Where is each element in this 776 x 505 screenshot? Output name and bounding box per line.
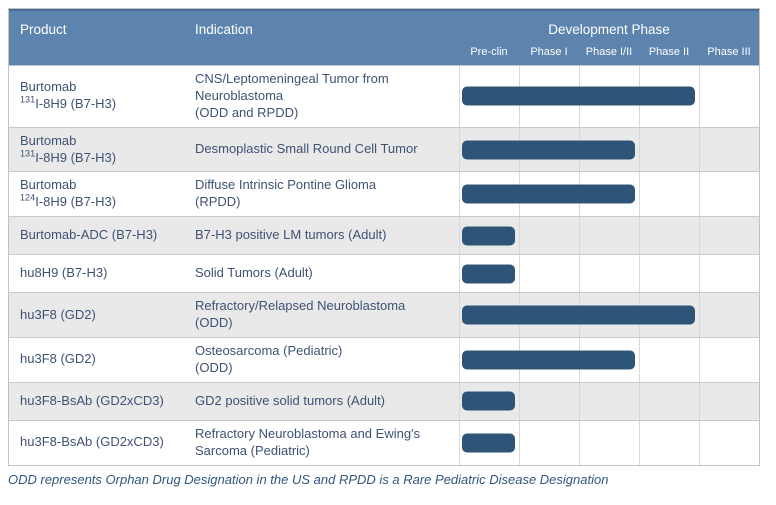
- phase-subheader: Phase III: [707, 46, 751, 58]
- product-cell: Burtomab 124I-8H9 (B7-H3): [20, 177, 117, 210]
- phase-cell-phase-iii: [699, 338, 759, 382]
- phase-cell-phase-iii: [699, 127, 759, 172]
- phase-cell-phase-i: [519, 255, 579, 293]
- pipeline-row: Burtomab 124I-8H9 (B7-H3) Diffuse Intrinsi…: [9, 172, 759, 218]
- phase-cell-phase-iii: [699, 172, 759, 217]
- development-phase-title: Development Phase: [548, 22, 670, 37]
- indication-cell: Desmoplastic Small Round Cell Tumor: [195, 141, 418, 157]
- pipeline-row: hu8H9 (B7-H3) Solid Tumors (Adult): [9, 255, 759, 294]
- phase-cell-phase-i: [519, 382, 579, 420]
- pipeline-row: hu3F8 (GD2) Refractory/Relapsed Neuroblas…: [9, 293, 759, 339]
- phase-subheaders: Pre-clin Phase I Phase I/II Phase II Phase I…: [459, 37, 759, 65]
- pipeline-row: Burtomab-ADC (B7-H3) B7-H3 positive LM tu…: [9, 217, 759, 256]
- phase-cell-phase-iii: [699, 255, 759, 293]
- product-cell: hu3F8 (GD2): [20, 306, 96, 322]
- phase-cell-phase-i: [519, 420, 579, 465]
- pipeline-row: hu3F8-BsAb (GD2xCD3) Refractory Neuroblas…: [9, 420, 759, 465]
- table-header: Product Indication Development Phase Pre…: [9, 9, 759, 66]
- phase-progress-bar: [462, 264, 515, 284]
- pipeline-row: hu3F8-BsAb (GD2xCD3) GD2 positive solid t…: [9, 382, 759, 421]
- phase-cell-phase-iii: [699, 382, 759, 420]
- indication-cell: GD2 positive solid tumors (Adult): [195, 392, 386, 408]
- phase-cell-phase-ii: [639, 420, 699, 465]
- phase-cell-phase-ii: [639, 338, 699, 382]
- phase-cell-pre-clin: [459, 172, 519, 217]
- development-phase-header-group: Development Phase Pre-clin Phase I Phase I…: [459, 11, 759, 65]
- phase-cell-phase-i-ii: [579, 217, 639, 255]
- pipeline-table: Product Indication Development Phase Pre…: [8, 8, 760, 466]
- phase-progress-bar: [462, 391, 515, 411]
- phase-cell-phase-i-ii: [579, 420, 639, 465]
- indication-cell: B7-H3 positive LM tumors (Adult): [195, 227, 387, 243]
- phase-cell-pre-clin: [459, 255, 519, 293]
- indication-cell: CNS/Leptomeningeal Tumor from Neuroblasto…: [195, 71, 389, 120]
- pipeline-row: Burtomab 131I-8H9 (B7-H3) CNS/Leptomeninge…: [9, 66, 759, 128]
- pipeline-page: Product Indication Development Phase Pre…: [8, 8, 760, 487]
- phase-progress-bar: [462, 86, 695, 106]
- phase-cell-phase-iii: [699, 217, 759, 255]
- indication-cell: Osteosarcoma (Pediatric) (ODD): [195, 343, 343, 375]
- phase-progress-bar: [462, 184, 635, 204]
- phase-progress-bar: [462, 226, 515, 246]
- phase-progress-bar: [462, 350, 635, 370]
- indication-cell: Refractory/Relapsed Neuroblastoma (ODD): [195, 298, 406, 331]
- phase-subheader: Phase I/II: [585, 46, 633, 58]
- product-column-header: Product: [20, 22, 67, 37]
- phase-cell-pre-clin: [459, 66, 519, 127]
- phase-cell-phase-iii: [699, 66, 759, 127]
- phase-cell-phase-ii: [639, 255, 699, 293]
- phase-cell-pre-clin: [459, 338, 519, 382]
- phase-cell-phase-i: [519, 217, 579, 255]
- indication-cell: Diffuse Intrinsic Pontine Glioma (RPDD): [195, 177, 377, 210]
- product-cell: Burtomab 131I-8H9 (B7-H3): [20, 132, 117, 165]
- product-cell: Burtomab-ADC (B7-H3): [20, 227, 158, 243]
- indication-cell: Solid Tumors (Adult): [195, 265, 313, 281]
- product-cell: hu3F8-BsAb (GD2xCD3): [20, 434, 164, 450]
- pipeline-row: Burtomab 131I-8H9 (B7-H3) Desmoplastic Sma…: [9, 127, 759, 173]
- indication-cell: Refractory Neuroblastoma and Ewing's Sarc…: [195, 425, 421, 458]
- phase-cell-phase-iii: [699, 420, 759, 465]
- phase-cell-phase-i-ii: [579, 382, 639, 420]
- phase-cell-pre-clin: [459, 127, 519, 172]
- product-cell: hu3F8 (GD2): [20, 351, 96, 367]
- phase-cell-phase-i-ii: [579, 255, 639, 293]
- product-cell: hu8H9 (B7-H3): [20, 265, 108, 281]
- phase-cell-pre-clin: [459, 382, 519, 420]
- product-cell: hu3F8-BsAb (GD2xCD3): [20, 392, 164, 408]
- phase-cell-pre-clin: [459, 420, 519, 465]
- footnote: ODD represents Orphan Drug Designation i…: [8, 471, 609, 487]
- phase-cell-pre-clin: [459, 293, 519, 338]
- phase-cell-phase-iii: [699, 293, 759, 338]
- phase-cell-phase-ii: [639, 172, 699, 217]
- phase-cell-phase-ii: [639, 217, 699, 255]
- table-body: Burtomab 131I-8H9 (B7-H3) CNS/Leptomeninge…: [9, 66, 759, 465]
- phase-subheader: Phase II: [648, 46, 690, 58]
- phase-cell-phase-ii: [639, 127, 699, 172]
- phase-subheader: Phase I: [530, 46, 568, 58]
- phase-cell-pre-clin: [459, 217, 519, 255]
- phase-subheader: Pre-clin: [470, 46, 508, 58]
- phase-progress-bar: [462, 433, 515, 453]
- product-cell: Burtomab 131I-8H9 (B7-H3): [20, 79, 117, 112]
- pipeline-row: hu3F8 (GD2) Osteosarcoma (Pediatric) (ODD): [9, 338, 759, 383]
- phase-cell-phase-ii: [639, 382, 699, 420]
- indication-column-header: Indication: [195, 22, 253, 37]
- phase-progress-bar: [462, 140, 635, 160]
- phase-progress-bar: [462, 305, 695, 325]
